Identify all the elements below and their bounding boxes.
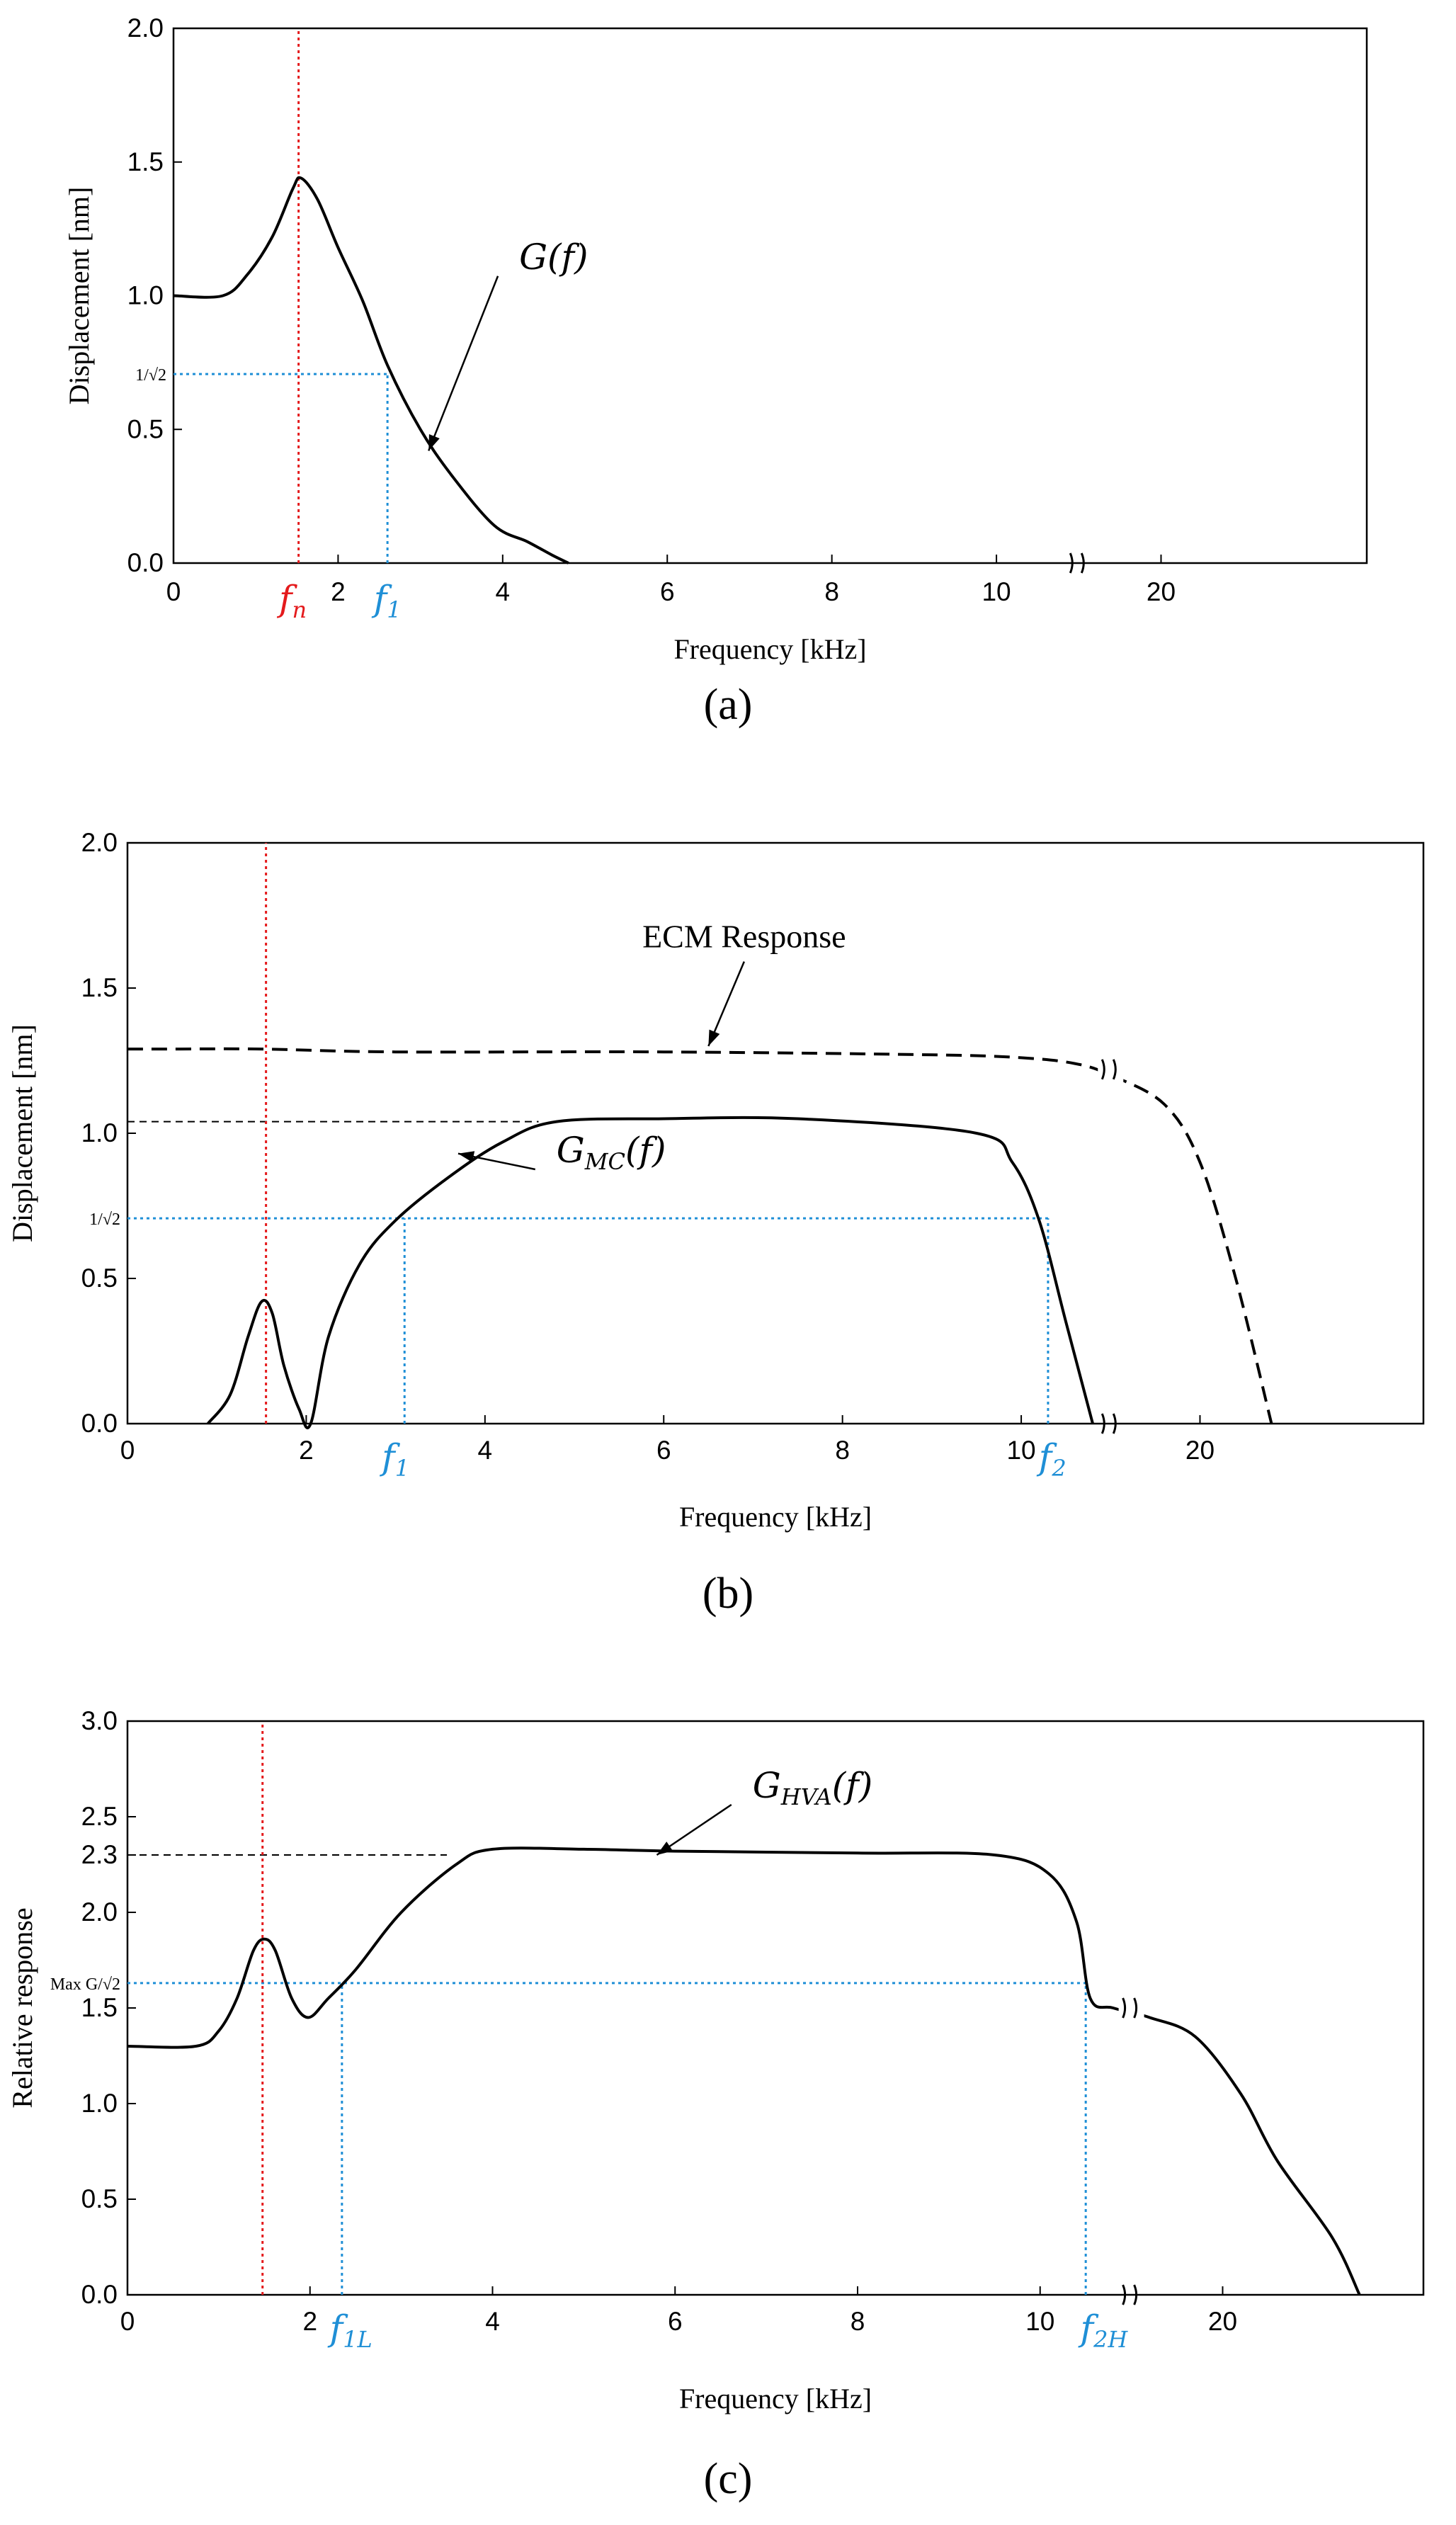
y-tick-label: 0.5 <box>127 414 164 443</box>
series-line <box>207 1116 1094 1429</box>
x-tick-label: 20 <box>1185 1436 1215 1465</box>
y-tick-label: 0.0 <box>127 548 164 577</box>
series-line <box>127 1846 1361 2296</box>
x-tick-label: 2 <box>331 577 346 606</box>
y-tick-label: 1.0 <box>81 2089 118 2118</box>
panel-label: (b) <box>703 1570 753 1618</box>
x-tick-label: 0 <box>166 577 181 606</box>
x-tick-label: 20 <box>1147 577 1176 606</box>
y-tick-label: 1.5 <box>127 147 164 176</box>
chart-panel-c: 0.0 0.5 1.0 1.5 2.0 2.5 3.0 2.3 Max G/√2 0 2 4 6 8 10 2… <box>6 1706 1425 2415</box>
panel-label: (a) <box>704 681 753 729</box>
annotation-label: ECM Response <box>642 919 846 955</box>
y-special-label: 1/√2 <box>89 1210 120 1229</box>
x-tick-label: 4 <box>485 2307 500 2336</box>
y-tick-label: 0.0 <box>81 2280 118 2309</box>
y-tick-label: 1.0 <box>127 281 164 310</box>
y-tick-label: 2.0 <box>81 828 118 857</box>
chart-panel-b: 0.0 0.5 1.0 1.5 2.0 1/√2 0 2 4 6 8 10 20 Frequency [k… <box>6 828 1425 1533</box>
x-tick-label: 0 <box>120 2307 135 2336</box>
curve-gap <box>1118 1994 1144 2022</box>
x-tick-label: 2 <box>302 2307 317 2336</box>
axis-break-icon <box>1069 552 1085 574</box>
y-tick-label: 0.0 <box>81 1409 118 1438</box>
series-line <box>173 176 569 564</box>
freq-marker-label: f1 <box>371 578 402 623</box>
y-tick-label: 2.0 <box>81 1897 118 1927</box>
y-tick-label: 3.0 <box>81 1706 118 1735</box>
curve-break-icon <box>1100 1059 1117 1080</box>
x-tick-label: 10 <box>982 577 1011 606</box>
annotation-label: GMC(f) <box>557 1130 666 1175</box>
y-tick-label: 1.5 <box>81 1993 118 2022</box>
x-tick-label: 6 <box>656 1436 671 1465</box>
y-tick-label: 2.3 <box>81 1840 118 1869</box>
x-tick-label: 10 <box>1006 1436 1035 1465</box>
y-tick-label: 2.0 <box>127 13 164 42</box>
y-tick-label: 2.5 <box>81 1802 118 1831</box>
x-tick-label: 6 <box>668 2307 683 2336</box>
axis-break-icon <box>1100 1413 1117 1434</box>
chart-panel-a: 0.0 0.5 1.0 1.5 2.0 1/√2 0 2 4 6 8 10 20 Frequency [k… <box>63 13 1368 665</box>
annotation-label: GHVA(f) <box>753 1765 872 1810</box>
x-tick-label: 20 <box>1208 2307 1237 2336</box>
annotation-label: G(f) <box>519 237 588 278</box>
y-tick-label: 0.5 <box>81 2184 118 2213</box>
x-tick-label: 2 <box>299 1436 314 1465</box>
y-axis-label: Relative response <box>6 1907 38 2108</box>
arrowhead-icon <box>708 1029 720 1046</box>
arrowhead-icon <box>428 434 440 451</box>
arrowhead-icon <box>457 1151 475 1162</box>
plot-frame <box>172 27 1368 564</box>
freq-marker-label: f1L <box>327 2308 372 2353</box>
freq-marker-label: f2 <box>1036 1436 1067 1482</box>
freq-marker-label: f1 <box>379 1436 409 1482</box>
freq-marker-label: f2H <box>1078 2308 1129 2353</box>
freq-marker-label: fn <box>276 578 307 623</box>
x-axis-label: Frequency [kHz] <box>673 633 866 665</box>
x-tick-label: 8 <box>851 2307 865 2336</box>
series-line <box>127 1047 1273 1424</box>
arrowhead-icon <box>656 1842 673 1855</box>
x-axis-label: Frequency [kHz] <box>679 1501 872 1533</box>
x-tick-label: 8 <box>824 577 839 606</box>
x-axis-label: Frequency [kHz] <box>679 2383 872 2415</box>
y-axis-label: Displacement [nm] <box>6 1024 38 1242</box>
x-tick-label: 4 <box>496 577 511 606</box>
x-tick-label: 8 <box>835 1436 850 1465</box>
y-tick-label: 1.0 <box>81 1118 118 1147</box>
y-axis-label: Displacement [nm] <box>63 187 95 405</box>
panel-label: (c) <box>704 2455 753 2503</box>
x-tick-label: 0 <box>120 1436 135 1465</box>
x-tick-label: 10 <box>1025 2307 1054 2336</box>
curve-gap <box>1098 1055 1124 1084</box>
y-tick-label: 1.5 <box>81 973 118 1002</box>
plot-frame <box>126 1720 1425 2296</box>
x-tick-label: 4 <box>478 1436 493 1465</box>
axis-break-icon <box>1122 2284 1138 2305</box>
curve-break-icon <box>1122 1997 1138 2019</box>
y-tick-label: 0.5 <box>81 1264 118 1293</box>
y-special-label: Max G/√2 <box>50 1975 120 1994</box>
y-special-label: 1/√2 <box>135 366 166 385</box>
annotation-arrow <box>428 276 499 451</box>
x-tick-label: 6 <box>660 577 675 606</box>
